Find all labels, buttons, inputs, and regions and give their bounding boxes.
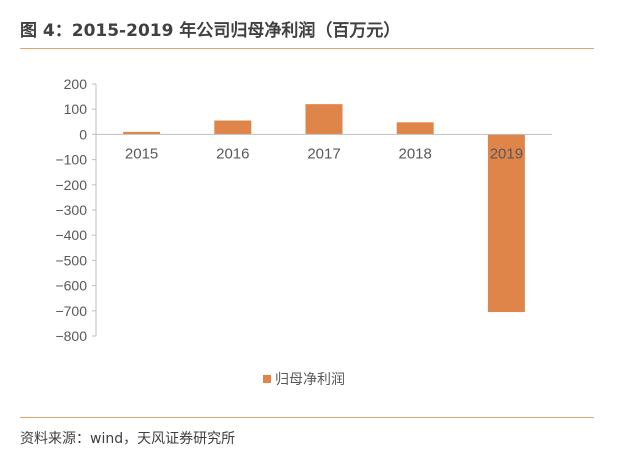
bar-chart: 2001000−100−200−300−400−500−600−700−800 … xyxy=(55,76,552,387)
y-tick-label: 100 xyxy=(64,101,88,117)
legend-swatch xyxy=(263,375,271,383)
y-tick-label: −100 xyxy=(55,152,87,168)
y-tick-label: −500 xyxy=(55,252,87,268)
chart-title: 图 4：2015-2019 年公司归母净利润（百万元） xyxy=(20,21,401,41)
legend-label: 归母净利润 xyxy=(275,371,345,387)
x-tick-label-2016: 2016 xyxy=(216,145,249,162)
bar-2017 xyxy=(305,104,343,135)
x-tick-labels: 2015 2016 2017 2018 2019 xyxy=(125,145,523,162)
y-tick-label: −300 xyxy=(55,202,87,218)
y-axis: 200 100 0 −100 −200 −300 −400 −500 −600 −700 −800 xyxy=(55,76,97,344)
x-tick-label-2017: 2017 xyxy=(307,145,340,162)
y-tick-label: 0 xyxy=(79,126,87,142)
bar-2019 xyxy=(487,134,525,313)
bar-2016 xyxy=(214,120,252,135)
y-tick-label: −200 xyxy=(55,177,87,193)
x-tick-label-2019: 2019 xyxy=(490,145,523,162)
bar-2018 xyxy=(396,122,434,135)
footer-divider xyxy=(20,417,594,418)
x-tick-label-2015: 2015 xyxy=(125,145,158,162)
y-tick-label: −400 xyxy=(55,227,87,243)
source-note: 资料来源：wind，天风证券研究所 xyxy=(20,431,236,447)
y-tick-label: −700 xyxy=(55,303,87,319)
title-divider xyxy=(20,48,594,49)
x-tick-label-2018: 2018 xyxy=(399,145,432,162)
bar-2015 xyxy=(123,131,161,135)
y-tick-label: −800 xyxy=(55,328,87,344)
y-tick-label: −600 xyxy=(55,278,87,294)
y-tick-label: 200 xyxy=(64,76,88,92)
bars xyxy=(123,104,525,313)
legend: 归母净利润 xyxy=(263,371,345,387)
